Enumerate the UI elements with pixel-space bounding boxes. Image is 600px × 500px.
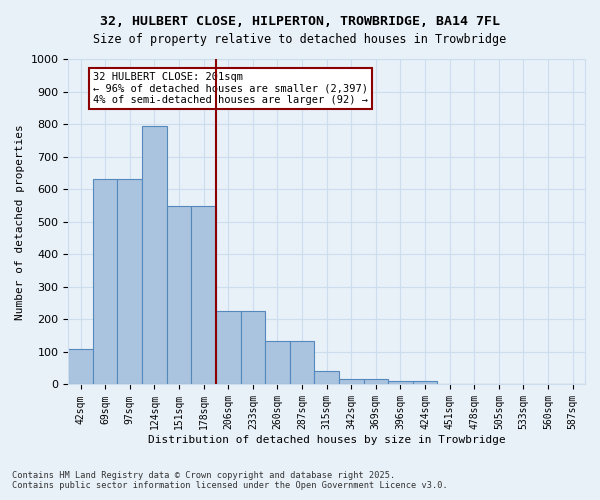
Y-axis label: Number of detached properties: Number of detached properties: [15, 124, 25, 320]
Bar: [167, 206, 191, 384]
Bar: [93, 180, 118, 384]
X-axis label: Distribution of detached houses by size in Trowbridge: Distribution of detached houses by size …: [148, 435, 506, 445]
Bar: [68, 350, 93, 384]
Text: Size of property relative to detached houses in Trowbridge: Size of property relative to detached ho…: [94, 32, 506, 46]
Bar: [142, 126, 167, 384]
Bar: [191, 206, 216, 384]
Bar: [314, 371, 339, 384]
Bar: [290, 340, 314, 384]
Bar: [413, 381, 437, 384]
Bar: [265, 340, 290, 384]
Bar: [364, 379, 388, 384]
Bar: [388, 381, 413, 384]
Text: Contains HM Land Registry data © Crown copyright and database right 2025.
Contai: Contains HM Land Registry data © Crown c…: [12, 470, 448, 490]
Bar: [216, 311, 241, 384]
Bar: [339, 379, 364, 384]
Bar: [118, 180, 142, 384]
Text: 32, HULBERT CLOSE, HILPERTON, TROWBRIDGE, BA14 7FL: 32, HULBERT CLOSE, HILPERTON, TROWBRIDGE…: [100, 15, 500, 28]
Text: 32 HULBERT CLOSE: 201sqm
← 96% of detached houses are smaller (2,397)
4% of semi: 32 HULBERT CLOSE: 201sqm ← 96% of detach…: [93, 72, 368, 105]
Bar: [241, 311, 265, 384]
